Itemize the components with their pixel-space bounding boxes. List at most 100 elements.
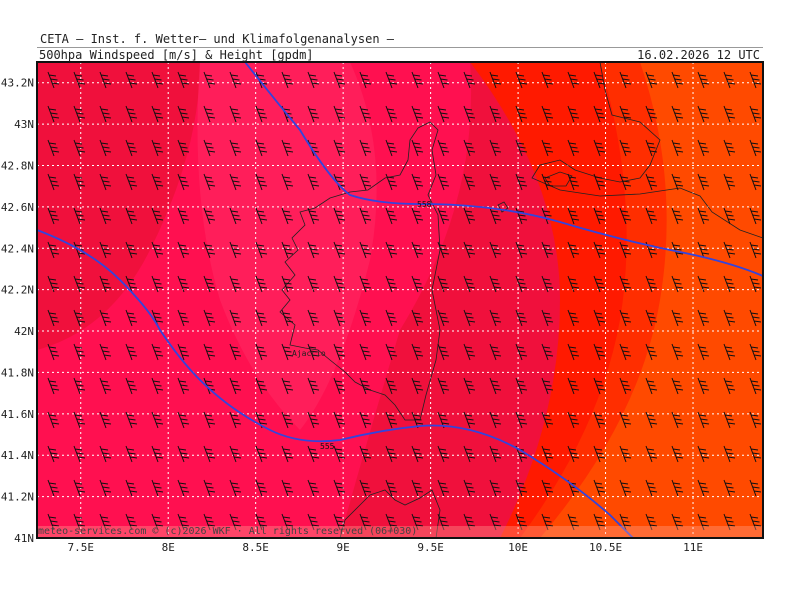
wind-barb [541, 377, 554, 395]
lat-tick-label: 42.4N [1, 242, 34, 255]
wind-barb [151, 105, 164, 123]
wind-barb [437, 411, 450, 429]
wind-barb [489, 309, 502, 327]
wind-barb [307, 207, 320, 225]
copyright-footer: meteo-services.com © (c)2026 WKF · All r… [38, 526, 762, 537]
lon-tick-label: 9E [337, 541, 350, 554]
wind-barb [359, 173, 372, 191]
wind-barb [307, 173, 320, 191]
wind-barb [489, 445, 502, 463]
wind-barb [723, 173, 736, 191]
wind-barb [333, 71, 346, 89]
wind-barb [229, 309, 242, 327]
wind-barb [385, 105, 398, 123]
wind-barb [359, 513, 372, 531]
wind-barb [593, 411, 606, 429]
wind-barb [151, 173, 164, 191]
wind-barb [463, 377, 476, 395]
wind-barb [99, 445, 112, 463]
wind-barb [203, 71, 216, 89]
wind-barb [749, 343, 762, 361]
wind-barb [99, 71, 112, 89]
lat-tick-label: 41N [14, 532, 34, 545]
wind-barb [749, 411, 762, 429]
wind-barb [385, 309, 398, 327]
wind-barb [749, 105, 762, 123]
wind-barb [489, 275, 502, 293]
wind-barb [125, 71, 138, 89]
wind-barb [73, 343, 86, 361]
wind-barb [411, 275, 424, 293]
wind-barb [177, 105, 190, 123]
wind-barb [229, 377, 242, 395]
wind-barb [567, 445, 580, 463]
wind-barb [177, 309, 190, 327]
wind-barb [541, 173, 554, 191]
wind-barb [515, 71, 528, 89]
wind-barb [593, 105, 606, 123]
wind-barb [697, 139, 710, 157]
wind-barb [645, 377, 658, 395]
wind-barb [489, 71, 502, 89]
wind-barb [47, 275, 60, 293]
wind-barb [515, 479, 528, 497]
wind-barb [385, 479, 398, 497]
wind-barb [567, 71, 580, 89]
wind-barb [359, 309, 372, 327]
wind-barb [125, 343, 138, 361]
wind-barb [671, 173, 684, 191]
wind-barb [281, 309, 294, 327]
wind-barb [99, 105, 112, 123]
wind-barb [645, 71, 658, 89]
wind-barb [749, 445, 762, 463]
lon-tick-label: 11E [683, 541, 703, 554]
lat-tick-label: 42N [14, 325, 34, 338]
wind-barb [463, 275, 476, 293]
wind-barb [593, 173, 606, 191]
wind-barb [385, 139, 398, 157]
wind-barb [255, 343, 268, 361]
wind-barb [125, 377, 138, 395]
wind-barb [411, 241, 424, 259]
wind-barb [697, 71, 710, 89]
wind-barb [125, 513, 138, 531]
wind-barb [99, 343, 112, 361]
wind-barb [645, 173, 658, 191]
valid-datetime: 16.02.2026 12 UTC [637, 48, 760, 62]
wind-barb [281, 241, 294, 259]
wind-barb [463, 173, 476, 191]
wind-barb [593, 275, 606, 293]
wind-barb [255, 173, 268, 191]
wind-barb [255, 377, 268, 395]
wind-barb [645, 139, 658, 157]
wind-barb [125, 309, 138, 327]
wind-barb [73, 105, 86, 123]
wind-barb [385, 173, 398, 191]
wind-barb [463, 445, 476, 463]
wind-barb [151, 275, 164, 293]
lat-tick-label: 42.6N [1, 201, 34, 214]
wind-barb [619, 173, 632, 191]
wind-barb [489, 139, 502, 157]
lat-tick-label: 42.8N [1, 159, 34, 172]
lat-tick-label: 42.2N [1, 284, 34, 297]
wind-barb [125, 241, 138, 259]
wind-barb [47, 479, 60, 497]
wind-barb [203, 479, 216, 497]
wind-barb [255, 445, 268, 463]
wind-barb [749, 377, 762, 395]
wind-barb [385, 411, 398, 429]
wind-barb [177, 445, 190, 463]
wind-barb [463, 411, 476, 429]
wind-barb [723, 71, 736, 89]
wind-barb [749, 479, 762, 497]
wind-barb [463, 241, 476, 259]
wind-barb [333, 445, 346, 463]
wind-barb [515, 411, 528, 429]
wind-barb [229, 173, 242, 191]
wind-barb [463, 309, 476, 327]
wind-barb [723, 241, 736, 259]
lon-tick-label: 7.5E [67, 541, 94, 554]
